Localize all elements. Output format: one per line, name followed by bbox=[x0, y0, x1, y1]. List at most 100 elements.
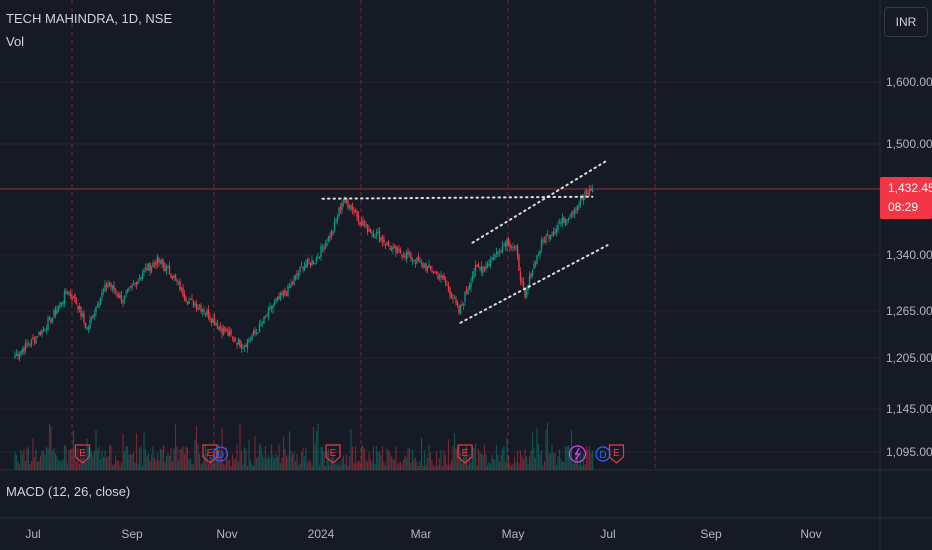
candle-body bbox=[111, 284, 114, 289]
candle-body bbox=[317, 256, 319, 258]
volume-bar bbox=[378, 450, 381, 470]
volume-bar bbox=[449, 464, 451, 470]
candle-body bbox=[210, 318, 213, 323]
volume-bar bbox=[591, 450, 594, 470]
earnings-marker[interactable]: E bbox=[325, 444, 341, 464]
candle-body bbox=[177, 281, 180, 283]
candle-body bbox=[231, 336, 234, 338]
volume-bar bbox=[315, 431, 318, 470]
volume-bar bbox=[47, 448, 49, 470]
volume-bar bbox=[81, 459, 84, 470]
trendline-channel-lower[interactable] bbox=[459, 244, 609, 324]
candle-series bbox=[14, 184, 594, 362]
volume-bar bbox=[428, 444, 430, 470]
candle-body bbox=[513, 246, 516, 248]
volume-bar bbox=[468, 454, 471, 470]
volume-bar bbox=[299, 463, 301, 470]
volume-bar bbox=[503, 445, 505, 470]
volume-bar bbox=[407, 448, 409, 470]
candle-body bbox=[63, 291, 66, 304]
volume-bar bbox=[336, 464, 339, 470]
volume-bar bbox=[506, 437, 508, 470]
candle-body bbox=[443, 275, 445, 280]
volume-bar bbox=[438, 458, 441, 470]
candle-body bbox=[251, 335, 253, 340]
symbol-title[interactable]: TECH MAHINDRA, 1D, NSE bbox=[6, 11, 173, 26]
volume-bar bbox=[341, 458, 343, 470]
candle-body bbox=[138, 278, 141, 280]
volume-bar bbox=[582, 453, 585, 470]
volume-bar bbox=[488, 462, 490, 470]
volume-bar bbox=[302, 447, 304, 470]
volume-bar bbox=[152, 446, 154, 470]
candle-body bbox=[150, 266, 153, 273]
candle-body bbox=[549, 235, 552, 239]
volume-bar bbox=[222, 463, 225, 470]
volume-bar bbox=[459, 453, 462, 470]
volume-bar bbox=[248, 439, 250, 470]
candle-body bbox=[257, 332, 259, 334]
candle-body bbox=[383, 240, 385, 243]
candle-body bbox=[482, 266, 484, 273]
volume-bar bbox=[56, 455, 58, 470]
volume-bar bbox=[321, 446, 324, 470]
candle-body bbox=[254, 330, 256, 333]
candle-body bbox=[98, 303, 100, 308]
candle-body bbox=[255, 332, 258, 334]
volume-bar bbox=[366, 461, 369, 470]
candle-body bbox=[57, 306, 60, 311]
candle-body bbox=[327, 236, 330, 242]
dividend-marker[interactable]: D bbox=[212, 446, 229, 462]
earnings-marker[interactable]: E bbox=[608, 444, 625, 464]
volume-bar bbox=[267, 454, 270, 470]
volume-bar bbox=[14, 452, 16, 470]
earnings-marker[interactable]: E bbox=[202, 444, 218, 464]
candle-body bbox=[102, 289, 105, 292]
svg-text:E: E bbox=[462, 448, 469, 459]
candle-body bbox=[542, 239, 544, 242]
volume-legend-label[interactable]: Vol bbox=[6, 34, 25, 49]
candle-body bbox=[465, 290, 468, 293]
candle-body bbox=[467, 289, 469, 294]
candle-body bbox=[390, 247, 393, 251]
volume-bar bbox=[141, 465, 144, 470]
trendline-channel-upper[interactable] bbox=[471, 159, 609, 244]
volume-bar bbox=[497, 454, 499, 470]
volume-bar bbox=[164, 462, 166, 470]
candle-body bbox=[578, 204, 580, 207]
earnings-marker[interactable]: E bbox=[74, 444, 91, 464]
volume-bar bbox=[23, 449, 25, 470]
candle-body bbox=[324, 243, 327, 249]
candle-body bbox=[410, 253, 412, 260]
y-tick-label: 1,145.00 bbox=[886, 402, 932, 416]
volume-bar bbox=[549, 453, 552, 470]
candle-body bbox=[167, 267, 169, 269]
volume-bar bbox=[192, 464, 195, 470]
volume-bar bbox=[534, 457, 537, 470]
volume-bar bbox=[122, 433, 124, 470]
candle-body bbox=[326, 243, 328, 246]
volume-bar bbox=[560, 458, 562, 470]
candle-body bbox=[219, 326, 222, 329]
volume-bar bbox=[563, 461, 565, 470]
volume-bar bbox=[446, 464, 448, 470]
candle-body bbox=[380, 237, 382, 241]
dividend-marker[interactable]: D bbox=[595, 446, 611, 462]
candle-body bbox=[480, 266, 483, 272]
trendline-resistance[interactable] bbox=[321, 195, 594, 200]
volume-bar bbox=[186, 447, 189, 470]
candle-body bbox=[464, 291, 466, 302]
x-tick-label: May bbox=[502, 527, 525, 541]
volume-bar bbox=[398, 462, 400, 470]
candle-body bbox=[302, 267, 304, 270]
macd-legend-label[interactable]: MACD (12, 26, close) bbox=[6, 484, 131, 499]
volume-bar bbox=[200, 464, 202, 470]
volume-bar bbox=[557, 456, 559, 470]
volume-bar bbox=[59, 459, 61, 470]
split-marker[interactable] bbox=[568, 445, 587, 463]
candle-body bbox=[162, 262, 165, 267]
earnings-marker[interactable]: E bbox=[457, 444, 473, 464]
currency-button[interactable]: INR bbox=[884, 7, 928, 37]
